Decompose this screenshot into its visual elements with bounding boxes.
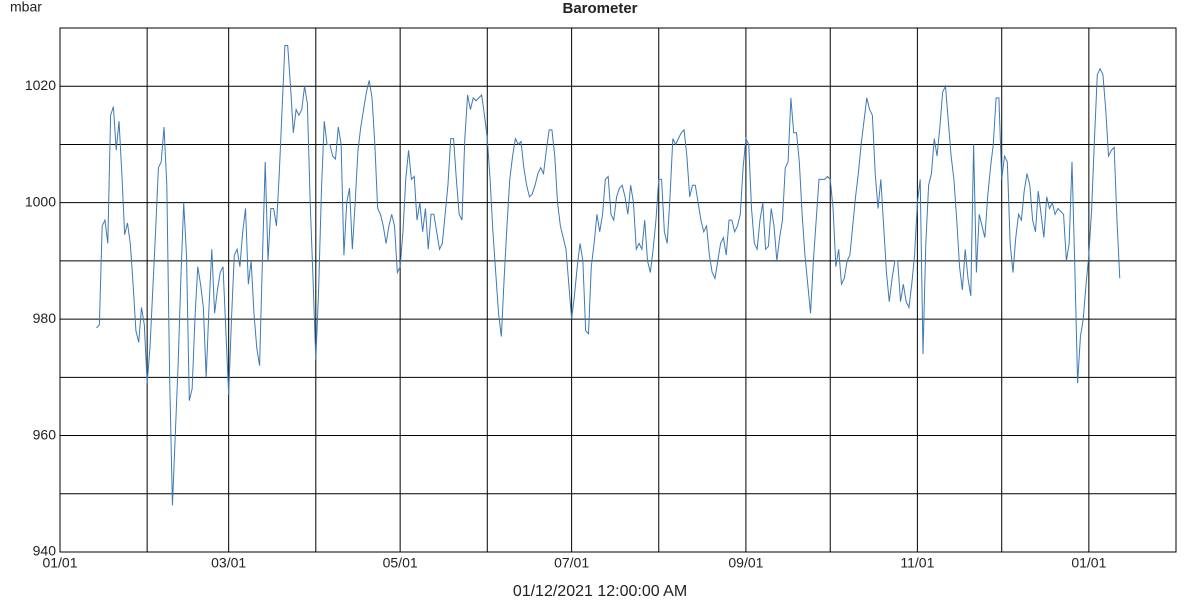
x-tick-label: 05/01 [383, 555, 418, 571]
x-tick-label: 03/01 [211, 555, 246, 571]
y-tick-label: 960 [33, 426, 57, 442]
y-axis-label: mbar [10, 0, 42, 15]
y-tick-label: 980 [33, 310, 57, 326]
x-tick-label: 01/01 [42, 555, 77, 571]
y-tick-label: 1020 [25, 77, 56, 93]
x-tick-label: 01/01 [1071, 555, 1106, 571]
x-tick-label: 07/01 [554, 555, 589, 571]
chart-title: Barometer [562, 0, 637, 17]
x-tick-label: 09/01 [728, 555, 763, 571]
plot-frame [59, 27, 1177, 553]
y-tick-label: 1000 [25, 193, 56, 209]
data-line [96, 44, 1121, 506]
x-tick-label: 11/01 [900, 555, 934, 571]
y-tick-label: 940 [33, 543, 57, 559]
x-axis-label: 01/12/2021 12:00:00 AM [513, 583, 687, 600]
